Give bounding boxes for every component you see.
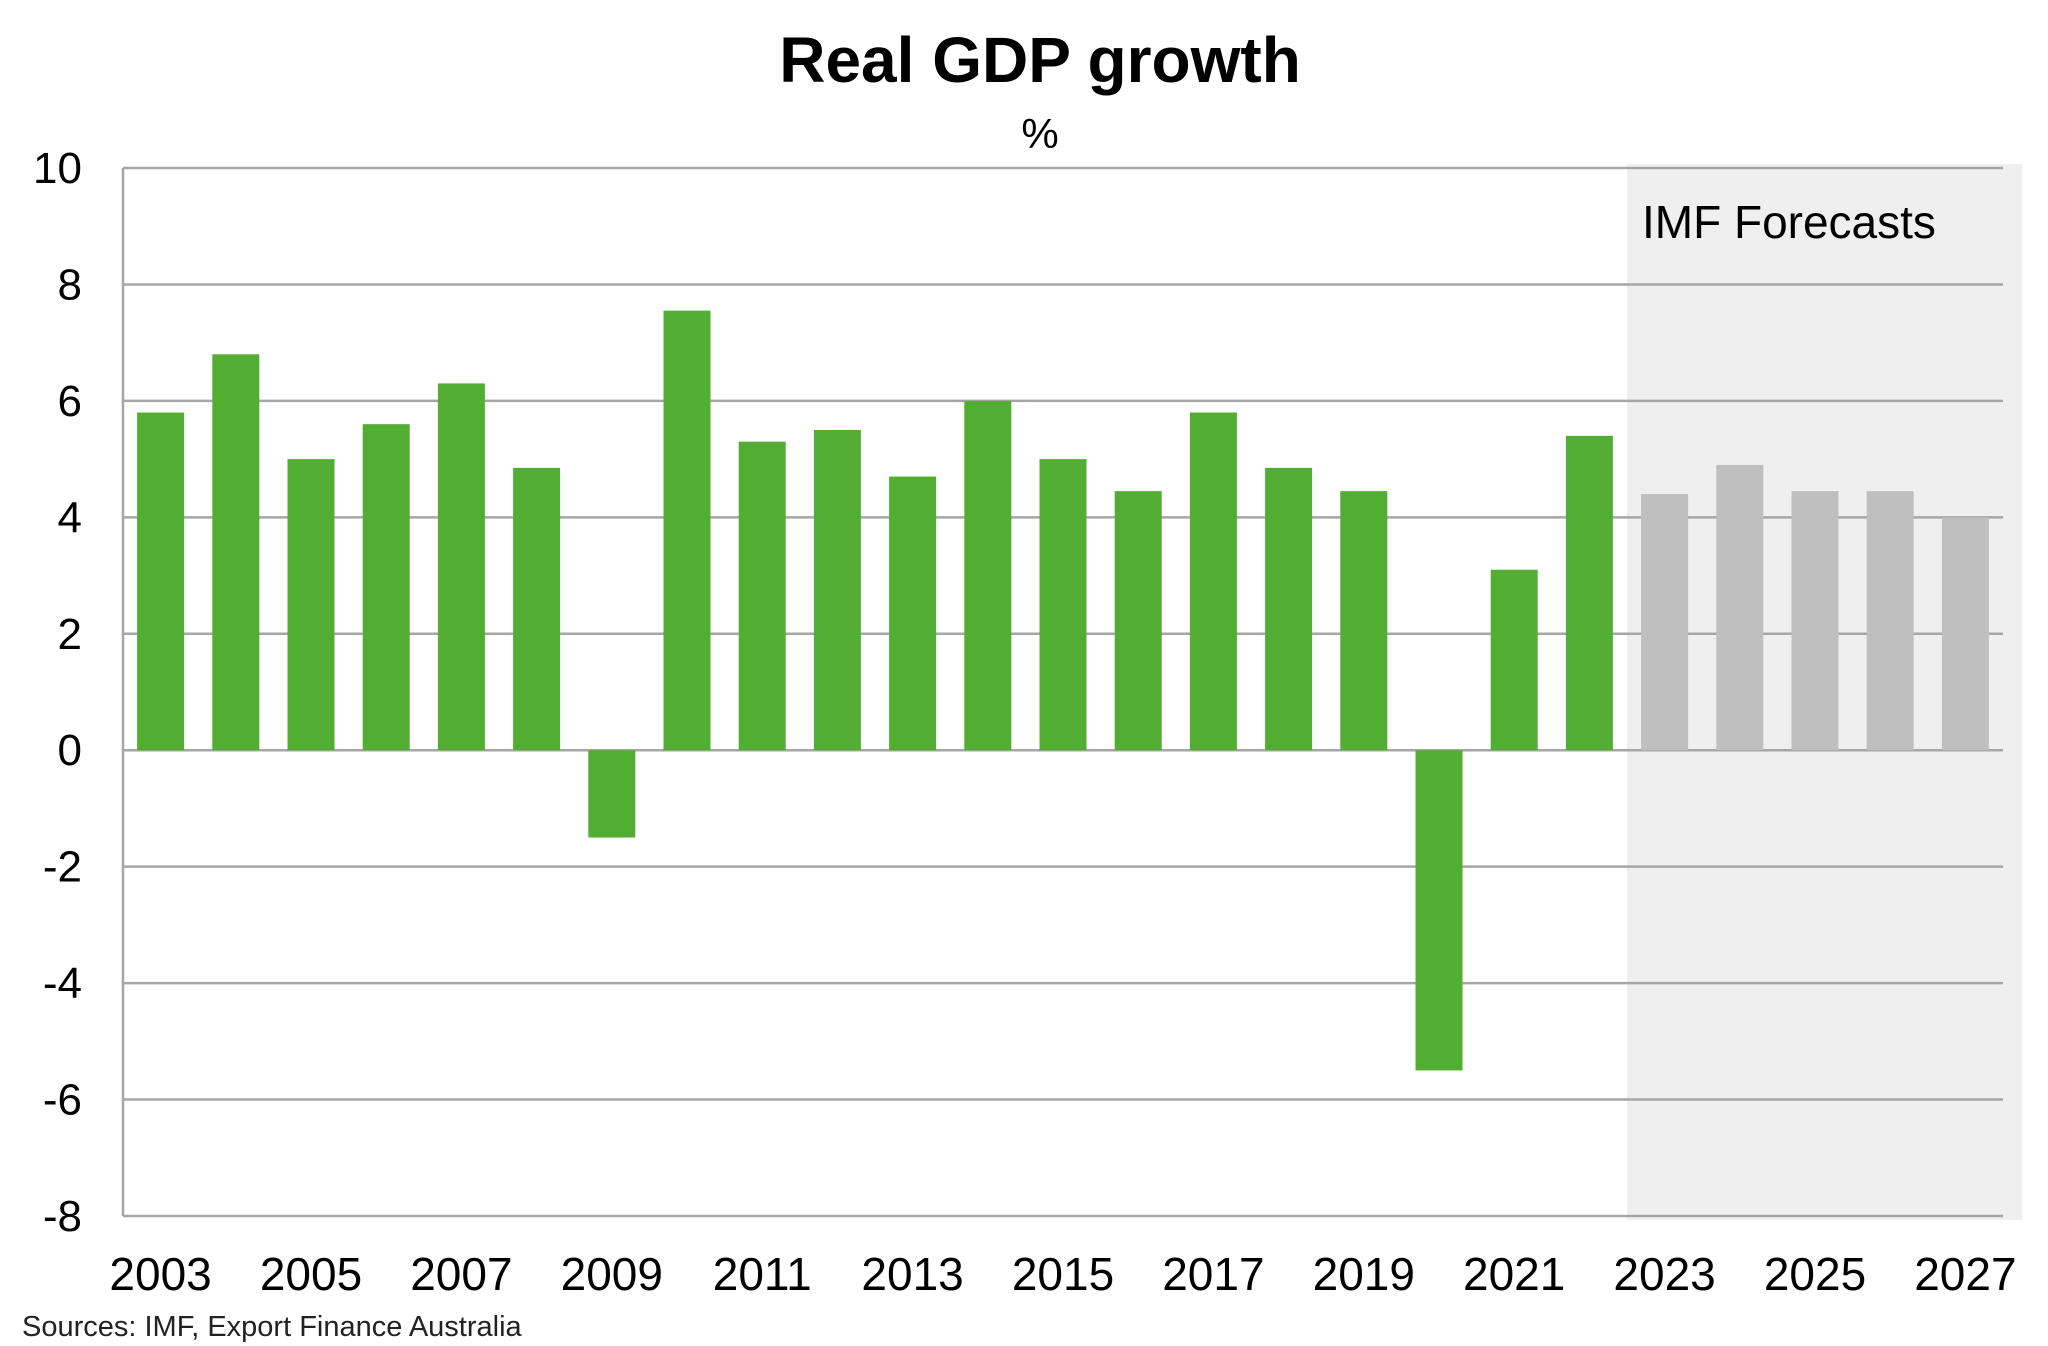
y-axis-ticks: 10 8 6 4 2 0 -2 -4 -6 -8 [33,144,82,1241]
bar-2006 [362,424,410,751]
y-tick-label: 4 [58,493,82,542]
bar-2015 [1039,459,1087,751]
chart-subtitle: % [1021,110,1058,157]
x-axis-ticks: 2003 2005 2007 2009 2011 2013 2015 2017 2019 2021… [109,1248,2016,1300]
bar-2019 [1340,491,1388,751]
forecast-annotation: IMF Forecasts [1642,196,1936,248]
bar-2013 [889,476,937,751]
bar-2020 [1415,750,1463,1071]
x-tick-label: 2009 [561,1248,663,1300]
bar-2005 [287,459,335,751]
x-tick-label: 2003 [109,1248,211,1300]
bar-2009 [588,750,636,838]
bar-2025 [1791,491,1839,751]
x-tick-label: 2005 [260,1248,362,1300]
bar-2003 [137,412,185,751]
bar-2004 [212,354,260,751]
bar-2008 [513,467,561,751]
y-tick-label: 0 [58,726,82,775]
y-tick-label: -6 [43,1076,82,1125]
bar-2007 [437,383,485,751]
bar-2026 [1866,491,1914,751]
bar-2011 [738,441,786,751]
y-tick-label: -8 [43,1192,82,1241]
bar-2014 [964,400,1012,751]
y-tick-label: 8 [58,260,82,309]
source-note: Sources: IMF, Export Finance Australia [22,1311,523,1343]
bar-2012 [813,430,861,751]
y-tick-label: -4 [43,959,82,1008]
gridlines [121,166,2003,1218]
bars [137,310,1989,1071]
y-tick-label: 10 [33,144,82,193]
x-tick-label: 2017 [1162,1248,1264,1300]
bar-2024 [1716,464,1764,751]
x-tick-label: 2025 [1764,1248,1866,1300]
bar-2010 [663,310,711,751]
bar-2022 [1565,435,1613,751]
y-tick-label: 2 [58,610,82,659]
bar-2017 [1189,412,1237,751]
x-tick-label: 2007 [410,1248,512,1300]
bar-2021 [1490,569,1538,751]
bar-2016 [1114,491,1162,751]
x-tick-label: 2019 [1313,1248,1415,1300]
bar-2027 [1941,517,1989,751]
x-tick-label: 2011 [713,1248,812,1300]
x-tick-label: 2013 [861,1248,963,1300]
x-tick-label: 2027 [1914,1248,2016,1300]
bar-2023 [1641,494,1689,751]
bar-2018 [1265,467,1313,751]
x-tick-label: 2023 [1613,1248,1715,1300]
x-tick-label: 2015 [1012,1248,1114,1300]
y-tick-label: -2 [43,843,82,892]
x-tick-label: 2021 [1463,1248,1565,1300]
y-tick-label: 6 [58,377,82,426]
chart-title: Real GDP growth [779,24,1301,96]
